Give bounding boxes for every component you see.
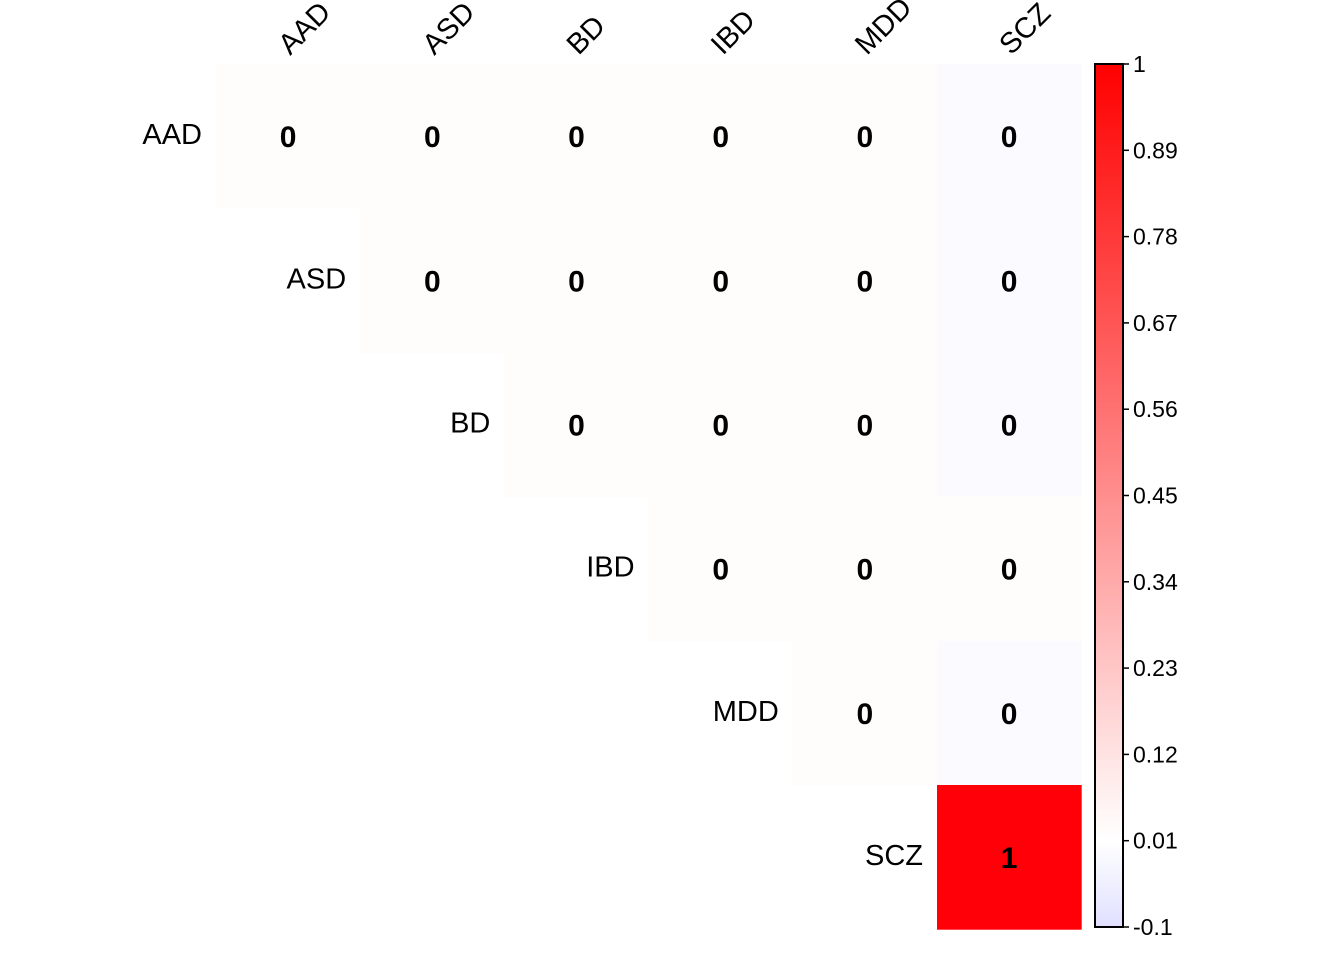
colorbar	[1094, 63, 1124, 928]
heatmap-cell-MDD-MDD	[792, 640, 938, 786]
colorbar-tick-label: 0.34	[1133, 569, 1178, 595]
colorbar-tick-label: 1	[1133, 51, 1146, 77]
heatmap-cell-ASD-BD	[504, 208, 650, 353]
heatmap-cell-IBD-SCZ	[937, 496, 1082, 642]
cell-value-label: 0	[568, 265, 585, 298]
row-label-IBD: IBD	[586, 552, 634, 584]
heatmap-cell-ASD-SCZ	[937, 208, 1082, 353]
cell-value-label: 0	[857, 265, 874, 298]
cell-value-label: 0	[857, 554, 874, 587]
heatmap-cell-BD-SCZ	[937, 352, 1082, 498]
heatmap-cell-IBD-MDD	[792, 496, 938, 642]
row-label-AAD: AAD	[142, 119, 202, 151]
heatmap-cell-AAD-AAD	[216, 64, 361, 209]
heatmap-cell-BD-IBD	[648, 352, 794, 498]
cell-value-label: 0	[1001, 554, 1018, 587]
heatmap-cell-AAD-SCZ	[937, 64, 1082, 209]
heatmap-cell-BD-MDD	[792, 352, 938, 498]
colorbar-tick-label: 0.89	[1133, 137, 1178, 163]
cell-value-label: 0	[857, 410, 874, 443]
column-label-ASD: ASD	[417, 0, 482, 61]
cell-value-label: 0	[712, 265, 729, 298]
cell-value-label: 0	[712, 121, 729, 154]
colorbar-tick-label: 0.67	[1133, 310, 1178, 336]
heatmap-cell-ASD-IBD	[648, 208, 794, 353]
heatmap-cell-AAD-MDD	[792, 64, 938, 209]
colorbar-tick-label: 0.45	[1133, 483, 1178, 509]
heatmap-cell-ASD-MDD	[792, 208, 938, 353]
colorbar-tick-label: 0.23	[1133, 655, 1178, 681]
heatmap-cell-MDD-SCZ	[937, 640, 1082, 786]
cell-value-label: 0	[712, 554, 729, 587]
heatmap-cell-AAD-BD	[504, 64, 650, 209]
colorbar-tick-label: 0.56	[1133, 396, 1178, 422]
row-label-SCZ: SCZ	[865, 840, 923, 872]
cell-value-label: 0	[424, 265, 441, 298]
cell-value-label: 0	[568, 121, 585, 154]
colorbar-tick-label: -0.1	[1133, 914, 1173, 940]
column-label-SCZ: SCZ	[993, 0, 1057, 61]
heatmap-cell-ASD-ASD	[360, 208, 505, 353]
heatmap-cell-IBD-IBD	[648, 496, 794, 642]
cell-value-label: 0	[424, 121, 441, 154]
heatmap-cell-SCZ-SCZ	[937, 785, 1082, 930]
cell-value-label: 0	[712, 410, 729, 443]
cell-value-label: 0	[857, 698, 874, 731]
colorbar-tick-label: 0.12	[1133, 741, 1178, 767]
row-label-ASD: ASD	[287, 263, 347, 295]
cell-value-label: 0	[1001, 410, 1018, 443]
cell-value-label: 0	[1001, 265, 1018, 298]
cell-value-label: 1	[1001, 842, 1018, 875]
cell-value-label: 0	[1001, 698, 1018, 731]
heatmap-cell-AAD-ASD	[360, 64, 505, 209]
column-label-MDD: MDD	[849, 0, 918, 61]
cell-value-label: 0	[280, 121, 297, 154]
cell-value-label: 0	[857, 121, 874, 154]
row-label-MDD: MDD	[713, 696, 779, 728]
column-label-IBD: IBD	[705, 4, 762, 61]
cell-value-label: 0	[1001, 121, 1018, 154]
column-label-BD: BD	[561, 10, 612, 61]
colorbar-tick-label: 0.01	[1133, 828, 1178, 854]
colorbar-tick-label: 0.78	[1133, 224, 1178, 250]
column-label-AAD: AAD	[272, 0, 337, 61]
row-label-BD: BD	[450, 408, 490, 440]
heatmap-cell-BD-BD	[504, 352, 650, 498]
cell-value-label: 0	[568, 410, 585, 443]
heatmap-cell-AAD-IBD	[648, 64, 794, 209]
